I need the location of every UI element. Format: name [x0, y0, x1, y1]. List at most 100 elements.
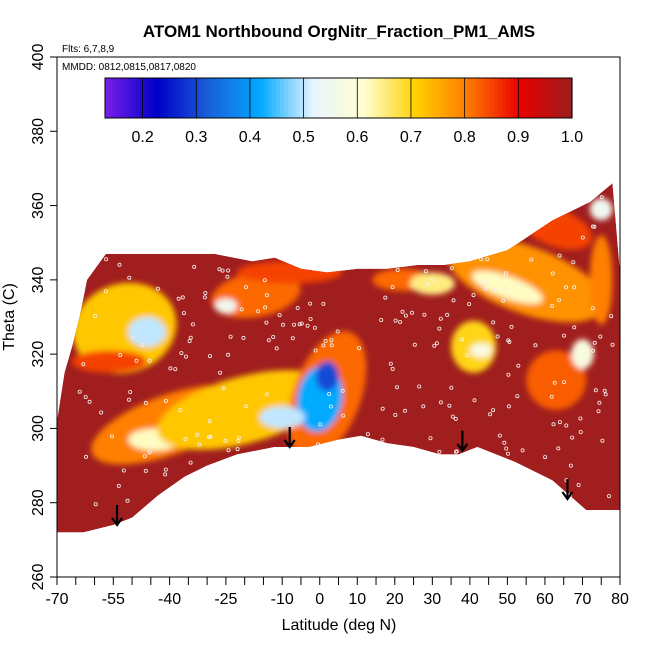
observation-dot [464, 353, 469, 358]
y-tick-label: 360 [30, 192, 47, 219]
observation-dot [562, 380, 567, 385]
observation-dot [183, 354, 188, 359]
observation-dot [596, 409, 601, 414]
down-arrow-icon [283, 427, 296, 449]
observation-dot [155, 286, 160, 291]
heatmap-feature [589, 198, 613, 221]
observation-dot [176, 296, 181, 301]
observation-dot [494, 287, 499, 292]
observation-dot [256, 309, 261, 314]
colorbar-swatch [466, 78, 472, 118]
observation-dot [509, 324, 514, 329]
observation-dot [503, 271, 508, 276]
x-tick-label: 10 [348, 591, 366, 608]
observation-dot [394, 385, 399, 390]
observation-dot [143, 400, 148, 405]
colorbar-swatch [334, 78, 340, 118]
colorbar-swatch [416, 78, 421, 118]
colorbar-swatch [178, 78, 184, 118]
observation-dot [507, 339, 512, 344]
observation-dot [264, 320, 269, 325]
colorbar-swatch [420, 78, 425, 118]
observation-dot [190, 322, 195, 327]
down-arrow-icon [111, 505, 123, 527]
observation-dots [77, 195, 615, 507]
colorbar-swatch [361, 78, 367, 118]
colorbar-swatch [459, 78, 464, 118]
observation-dot [308, 316, 313, 321]
x-tick-label: 40 [461, 591, 479, 608]
observation-dot [491, 320, 496, 325]
colorbar-swatch [291, 78, 297, 118]
observation-dot [328, 404, 333, 409]
colorbar-swatch [439, 78, 445, 118]
observation-dot [321, 301, 326, 306]
observation-dot [83, 394, 88, 399]
colorbar-swatch [326, 78, 332, 118]
colorbar-swatch [381, 78, 386, 118]
flights-label: Flts: 6,7,8,9 [62, 44, 115, 55]
observation-dot [87, 399, 92, 404]
heatmap-feature [471, 270, 543, 304]
observation-dot [312, 325, 317, 330]
observation-dot [600, 438, 605, 443]
observation-dot [305, 323, 310, 328]
heatmap-feature [589, 235, 613, 325]
colorbar-swatch [346, 78, 351, 118]
colorbar-swatch [307, 78, 312, 118]
colorbar-swatch [198, 78, 203, 118]
observation-dot [572, 285, 577, 290]
observation-dot [501, 298, 506, 303]
observation-dot [163, 398, 168, 403]
observation-dot [438, 316, 443, 321]
observation-dot [192, 264, 197, 269]
observation-dot [550, 303, 555, 308]
chart-title: ATOM1 Northbound OrgNitr_Fraction_PM1_AM… [143, 22, 535, 41]
observation-dot [506, 372, 511, 377]
observation-dot [150, 444, 155, 449]
heatmap-feature [157, 370, 333, 450]
colorbar-swatch [494, 78, 499, 118]
observation-dot [263, 305, 268, 310]
colorbar-swatch [392, 78, 398, 118]
colorbar-swatch [470, 78, 476, 118]
observation-dot [104, 257, 109, 262]
observation-dot [134, 358, 139, 363]
observation-dot [365, 432, 370, 437]
observation-dot [207, 419, 212, 424]
observation-dot [163, 472, 168, 477]
y-tick-label: 280 [30, 489, 47, 516]
observation-dot [323, 338, 328, 343]
y-tick-label: 380 [30, 118, 47, 145]
colorbar-swatch [451, 78, 456, 118]
observation-dot [179, 351, 184, 356]
colorbar-swatch [120, 78, 126, 118]
observation-dot [478, 280, 483, 285]
colorbar-tick-label: 0.3 [185, 129, 207, 146]
observation-dot [564, 285, 569, 290]
observation-dot [341, 413, 346, 418]
colorbar-swatch [482, 78, 487, 118]
colorbar-swatch [564, 78, 569, 118]
colorbar-swatch [112, 78, 118, 118]
colorbar-swatch [338, 78, 343, 118]
observation-dot [207, 354, 212, 359]
observation-dot [383, 295, 388, 300]
colorbar-swatch [167, 78, 172, 118]
observation-dot [128, 389, 133, 394]
colorbar-swatch [478, 78, 484, 118]
colorbar-tick-label: 0.9 [507, 129, 529, 146]
observation-dot [568, 463, 573, 468]
observation-dot [274, 346, 279, 351]
observation-dot [400, 309, 405, 314]
observation-dot [451, 298, 456, 303]
observation-dot [471, 293, 476, 298]
observation-dot [578, 416, 583, 421]
colorbar-swatch [284, 78, 289, 118]
observation-dot [576, 482, 581, 487]
colorbar-swatch [435, 78, 441, 118]
observation-dot [445, 312, 450, 317]
observation-dot [485, 257, 490, 262]
observation-dot [562, 333, 567, 338]
